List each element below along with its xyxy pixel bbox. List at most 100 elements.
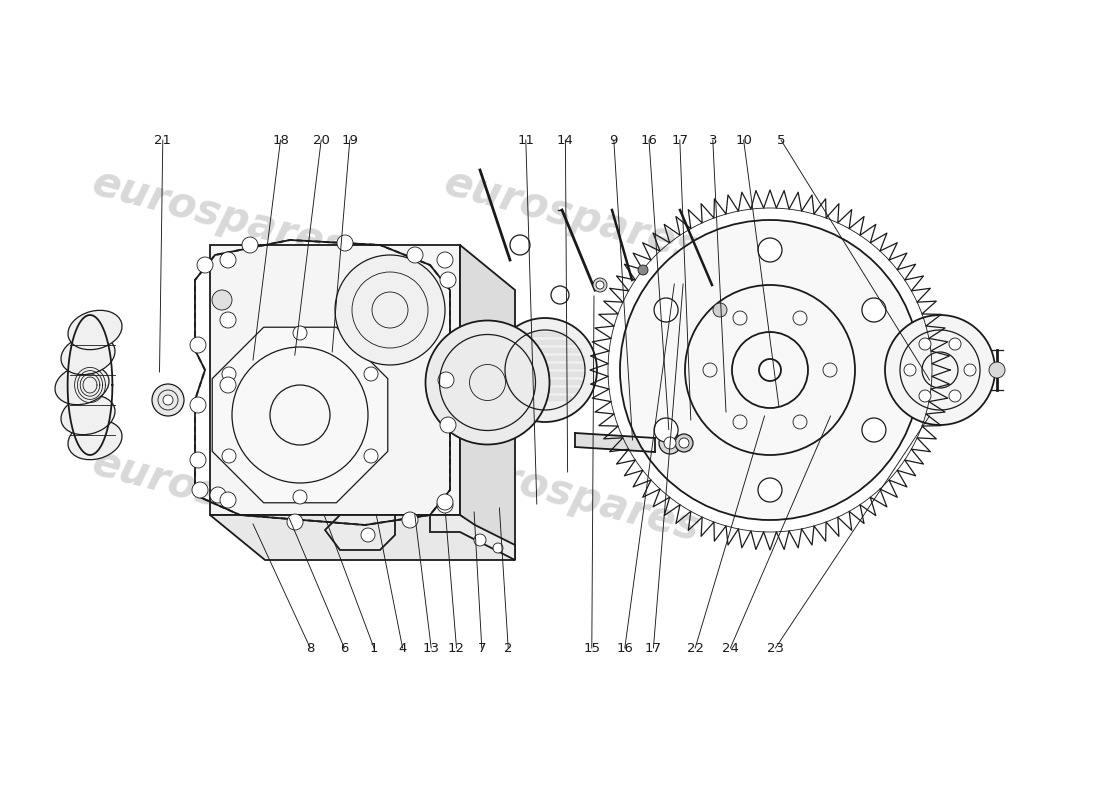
Circle shape [440, 417, 456, 433]
Polygon shape [460, 245, 515, 560]
Text: 15: 15 [583, 642, 601, 654]
Text: 19: 19 [341, 134, 359, 146]
Circle shape [437, 252, 453, 268]
Circle shape [407, 247, 424, 263]
Circle shape [361, 528, 375, 542]
Circle shape [190, 397, 206, 413]
Circle shape [659, 432, 681, 454]
Circle shape [222, 449, 236, 463]
Text: 3: 3 [708, 134, 717, 146]
Circle shape [758, 478, 782, 502]
Text: 21: 21 [154, 134, 172, 146]
Circle shape [437, 497, 453, 513]
Text: 5: 5 [777, 134, 785, 146]
Text: 20: 20 [312, 134, 330, 146]
Text: 10: 10 [735, 134, 752, 146]
Circle shape [364, 367, 378, 381]
Text: 24: 24 [722, 642, 739, 654]
Polygon shape [212, 327, 388, 502]
Circle shape [163, 395, 173, 405]
Ellipse shape [68, 420, 122, 460]
Circle shape [190, 337, 206, 353]
Circle shape [293, 326, 307, 340]
Circle shape [426, 321, 550, 445]
Circle shape [596, 281, 604, 289]
Text: 13: 13 [422, 642, 440, 654]
Circle shape [664, 437, 676, 449]
Circle shape [593, 278, 607, 292]
Circle shape [220, 377, 236, 393]
Polygon shape [210, 515, 515, 560]
Text: 17: 17 [645, 642, 662, 654]
Circle shape [197, 257, 213, 273]
Circle shape [192, 482, 208, 498]
Circle shape [220, 252, 236, 268]
Circle shape [949, 390, 961, 402]
Circle shape [904, 364, 916, 376]
Text: 2: 2 [504, 642, 513, 654]
Text: 9: 9 [609, 134, 618, 146]
Circle shape [220, 492, 236, 508]
Text: eurospares: eurospares [440, 442, 704, 550]
Circle shape [654, 298, 678, 322]
Text: 18: 18 [272, 134, 289, 146]
Ellipse shape [60, 335, 116, 374]
Text: 14: 14 [557, 134, 574, 146]
Circle shape [862, 298, 886, 322]
Circle shape [440, 272, 456, 288]
Circle shape [220, 312, 236, 328]
Circle shape [964, 364, 976, 376]
Circle shape [989, 362, 1005, 378]
Circle shape [287, 514, 303, 530]
Circle shape [364, 449, 378, 463]
Text: 11: 11 [517, 134, 535, 146]
Circle shape [437, 494, 453, 510]
Text: eurospares: eurospares [440, 162, 704, 270]
Circle shape [474, 534, 486, 546]
Text: 22: 22 [686, 642, 704, 654]
Circle shape [638, 265, 648, 275]
Circle shape [918, 338, 931, 350]
Text: eurospares: eurospares [88, 162, 352, 270]
Circle shape [210, 487, 225, 503]
Circle shape [713, 303, 727, 317]
Circle shape [675, 434, 693, 452]
Circle shape [293, 490, 307, 504]
Circle shape [918, 390, 931, 402]
Circle shape [886, 315, 996, 425]
Circle shape [337, 235, 353, 251]
Polygon shape [324, 515, 395, 550]
Circle shape [222, 367, 236, 381]
Text: 17: 17 [671, 134, 689, 146]
Polygon shape [575, 433, 654, 452]
Circle shape [242, 237, 258, 253]
Circle shape [212, 290, 232, 310]
Ellipse shape [55, 366, 109, 405]
Circle shape [620, 220, 920, 520]
Text: 4: 4 [398, 642, 407, 654]
Text: 8: 8 [306, 642, 315, 654]
Text: 12: 12 [448, 642, 465, 654]
Text: 6: 6 [340, 642, 349, 654]
Circle shape [679, 438, 689, 448]
Circle shape [493, 318, 597, 422]
Text: 16: 16 [640, 134, 658, 146]
Polygon shape [210, 245, 460, 515]
Circle shape [438, 372, 454, 388]
Circle shape [759, 359, 781, 381]
Polygon shape [430, 515, 515, 560]
Circle shape [402, 512, 418, 528]
Circle shape [152, 384, 184, 416]
Ellipse shape [60, 395, 116, 434]
Circle shape [493, 543, 503, 553]
Text: 16: 16 [616, 642, 634, 654]
Text: 23: 23 [767, 642, 784, 654]
Circle shape [336, 255, 446, 365]
Circle shape [654, 418, 678, 442]
Text: 1: 1 [370, 642, 378, 654]
Text: eurospares: eurospares [88, 442, 352, 550]
Ellipse shape [68, 310, 122, 350]
Circle shape [758, 238, 782, 262]
Circle shape [190, 452, 206, 468]
Circle shape [949, 338, 961, 350]
